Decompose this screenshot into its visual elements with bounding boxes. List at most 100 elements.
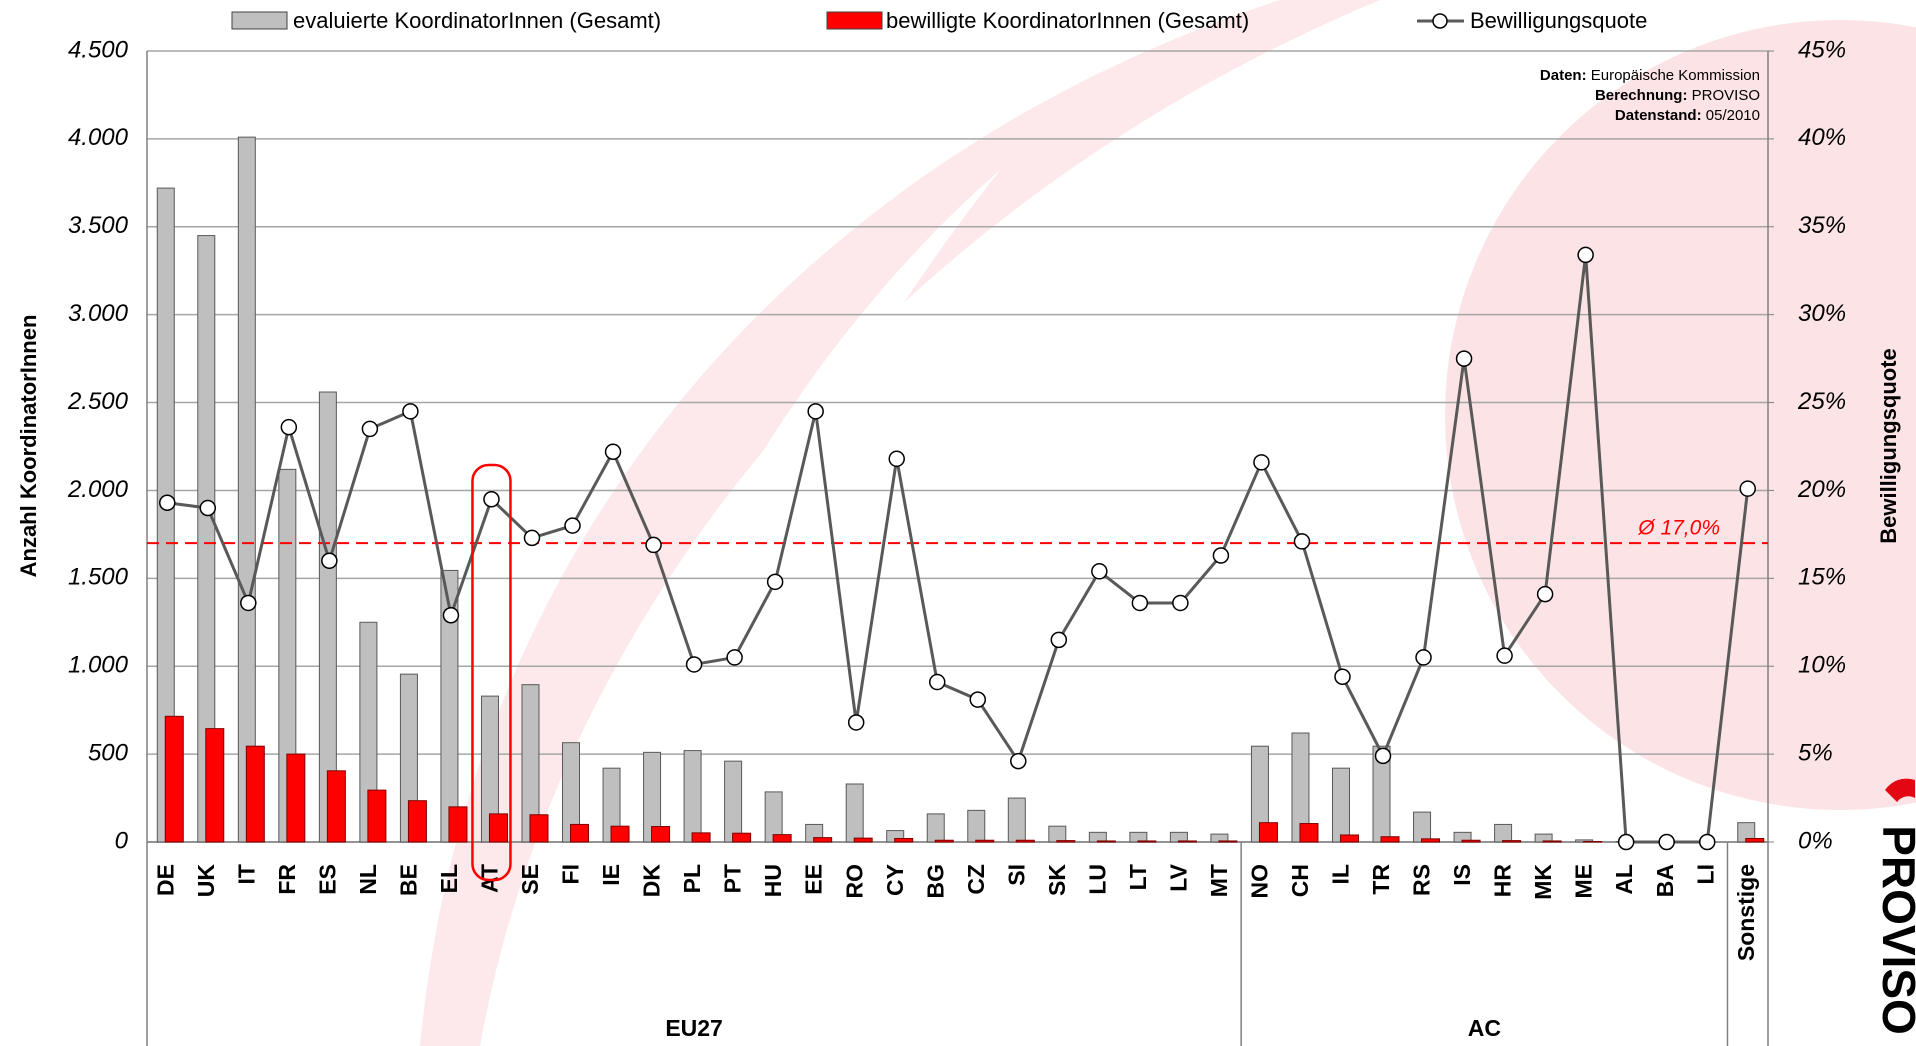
- bar: [611, 826, 629, 842]
- bar: [733, 833, 751, 842]
- bar: [684, 751, 701, 842]
- marker: [1173, 595, 1188, 610]
- x-tick-label: SE: [517, 864, 543, 895]
- y2-tick-label: 0%: [1798, 827, 1833, 854]
- bar: [530, 815, 548, 842]
- y-tick-label: 3.500: [68, 212, 129, 239]
- logo: PROVISO: [1873, 825, 1916, 1035]
- bar: [408, 801, 426, 842]
- marker: [889, 451, 904, 466]
- y-tick-label: 3.000: [68, 300, 129, 327]
- y2-axis-title: Bewilligungsquote: [1876, 348, 1901, 544]
- marker: [1497, 648, 1512, 663]
- x-tick-label: CY: [882, 864, 908, 896]
- marker: [1659, 835, 1674, 850]
- bar: [692, 833, 710, 842]
- source-key: Daten:: [1540, 67, 1587, 84]
- marker: [362, 421, 377, 436]
- legend-label: Bewilligungsquote: [1470, 8, 1647, 33]
- bar: [327, 771, 345, 842]
- bar: [165, 716, 183, 842]
- x-tick-label: UK: [193, 864, 219, 898]
- bar: [1049, 826, 1066, 842]
- marker: [160, 495, 175, 510]
- x-tick-label: NO: [1247, 864, 1273, 899]
- source-note: Datenstand: 05/2010: [1615, 107, 1760, 124]
- y-tick-label: 2.500: [67, 388, 129, 415]
- bar: [854, 838, 872, 842]
- source-key: Datenstand:: [1615, 107, 1702, 124]
- marker: [322, 553, 337, 568]
- bar: [1219, 841, 1237, 842]
- marker: [727, 650, 742, 665]
- legend-swatch: [232, 12, 287, 29]
- bar: [814, 838, 832, 842]
- marker: [808, 404, 823, 419]
- bar: [1422, 839, 1440, 842]
- x-tick-label: NL: [355, 864, 381, 895]
- x-tick-label: DK: [639, 864, 665, 898]
- bar: [1495, 824, 1512, 842]
- y2-tick-label: 35%: [1798, 212, 1846, 239]
- y-axis-title: Anzahl KoordinatorInnen: [16, 315, 41, 578]
- x-tick-label: HU: [760, 864, 786, 897]
- marker: [687, 657, 702, 672]
- x-tick-label: ES: [314, 864, 340, 895]
- group-label: AC: [1468, 1015, 1501, 1041]
- bar: [1503, 841, 1521, 842]
- bar: [1138, 841, 1156, 842]
- y-tick-label: 1.000: [68, 652, 129, 679]
- marker: [524, 530, 539, 545]
- x-tick-label: MT: [1206, 864, 1232, 897]
- x-tick-label: SI: [1003, 864, 1029, 886]
- marker: [443, 608, 458, 623]
- bar: [1462, 840, 1480, 842]
- source-note: Daten: Europäische Kommission: [1540, 67, 1760, 84]
- y-tick-label: 0: [115, 827, 129, 854]
- marker: [1700, 835, 1715, 850]
- y-tick-label: 500: [88, 739, 129, 766]
- bar: [1178, 841, 1196, 842]
- bar: [571, 824, 589, 842]
- marker: [281, 420, 296, 435]
- group-label: EU27: [665, 1015, 723, 1041]
- bar: [652, 827, 670, 842]
- source-note: Berechnung: PROVISO: [1595, 87, 1760, 104]
- x-tick-label: IT: [233, 864, 259, 884]
- x-tick-label: EL: [436, 864, 462, 893]
- x-tick-label: Sonstige: [1733, 864, 1759, 961]
- bar: [1008, 798, 1025, 842]
- bar: [1057, 841, 1075, 842]
- marker: [1416, 650, 1431, 665]
- bar: [287, 754, 305, 842]
- x-tick-label: ME: [1571, 864, 1597, 899]
- marker: [403, 404, 418, 419]
- x-tick-label: PL: [679, 864, 705, 893]
- bar: [895, 838, 913, 842]
- bar: [1340, 835, 1358, 842]
- y2-tick-label: 20%: [1797, 476, 1846, 503]
- x-tick-label: EE: [801, 864, 827, 895]
- bar: [368, 790, 386, 842]
- bar: [725, 761, 742, 842]
- bar: [773, 835, 791, 842]
- bar: [238, 137, 255, 842]
- bar: [976, 840, 994, 842]
- x-tick-label: IS: [1449, 864, 1475, 886]
- x-tick-label: HR: [1490, 864, 1516, 898]
- x-tick-label: CZ: [963, 864, 989, 895]
- marker: [1619, 835, 1634, 850]
- marker: [484, 492, 499, 507]
- x-tick-label: CH: [1287, 864, 1313, 897]
- bar: [1414, 812, 1431, 842]
- bar: [489, 814, 507, 842]
- x-tick-label: RS: [1409, 864, 1435, 896]
- marker: [1538, 587, 1553, 602]
- marker: [646, 537, 661, 552]
- bar: [206, 729, 224, 842]
- marker: [241, 595, 256, 610]
- marker: [1335, 669, 1350, 684]
- bar: [1016, 840, 1034, 842]
- bar: [246, 746, 264, 842]
- y2-tick-label: 30%: [1798, 300, 1846, 327]
